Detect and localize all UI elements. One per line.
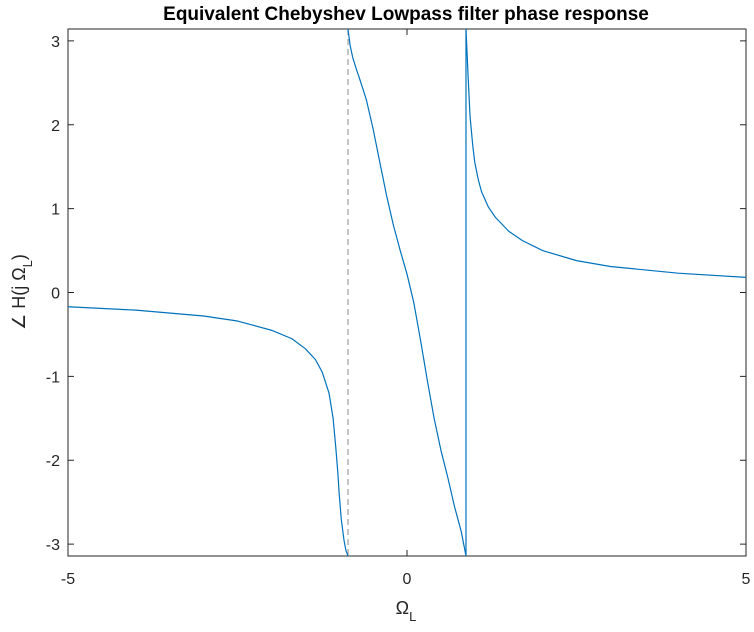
series-line-left-branch	[67, 306, 349, 557]
x-axis-label-subscript: L	[409, 609, 416, 624]
y-tick-label: -3	[46, 537, 60, 554]
y-tick-label: 1	[51, 202, 60, 219]
y-tick-label: 2	[51, 118, 60, 135]
series-line-middle-branch	[347, 29, 467, 556]
axis-ticks: -5 0 5 -3 -2 -1 0 1 2 3	[46, 29, 751, 588]
y-axis-label-subscript: L	[20, 260, 35, 267]
plot-area: -5 0 5 -3 -2 -1 0 1 2 3	[46, 28, 751, 588]
y-tick-label: -2	[46, 453, 60, 470]
y-tick-label: -1	[46, 369, 60, 386]
x-tick-label: 0	[403, 571, 412, 588]
series-lines	[67, 29, 747, 557]
x-tick-label: 5	[742, 571, 751, 588]
y-tick-label: 0	[51, 286, 60, 303]
x-axis-label-main: Ω	[396, 598, 409, 618]
y-axis-label-prefix: ∠ H(j Ω	[9, 267, 29, 330]
y-axis-label: ∠ H(j ΩL)	[9, 254, 35, 330]
y-axis-label-suffix: )	[9, 254, 29, 260]
chart-title: Equivalent Chebyshev Lowpass filter phas…	[163, 4, 649, 25]
series-line-right-branch	[465, 29, 747, 278]
y-tick-label: 3	[51, 34, 60, 51]
x-axis-label: ΩL	[396, 598, 417, 624]
axes-box	[67, 28, 747, 557]
x-tick-label: -5	[61, 571, 75, 588]
